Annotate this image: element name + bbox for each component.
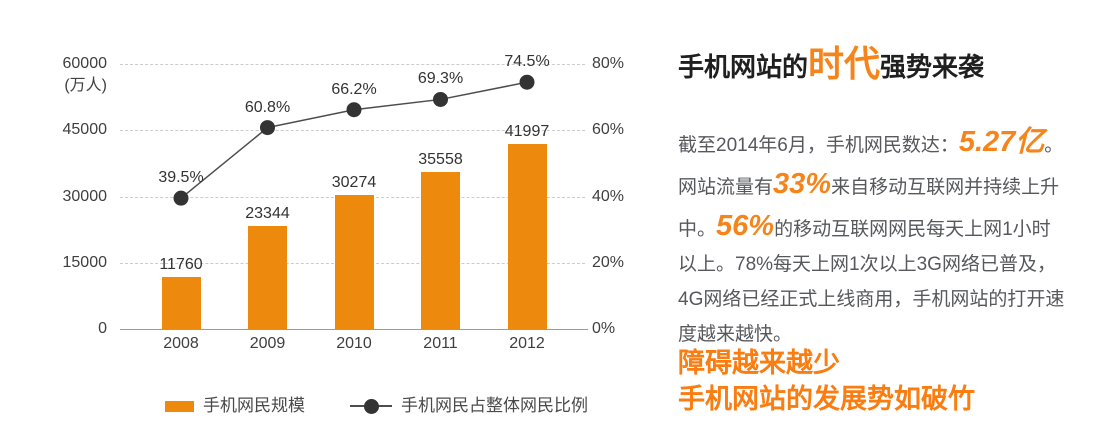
data-point-marker — [346, 102, 362, 118]
x-axis-category-label: 2009 — [249, 335, 286, 352]
paragraph-text: 的移动互联网网民每天上网1小时以上。78%每天上网1次以上3G网络已普及，4G网… — [678, 219, 1065, 345]
left-axis-tick-label: 45000 — [62, 121, 108, 139]
line-value-label: 74.5% — [504, 53, 550, 71]
text-panel: 手机网站的时代强势来袭 截至2014年6月，手机网民数达：5.27亿。网站流量有… — [678, 0, 1080, 430]
paragraph-text: 来自移动互联网并持续上升中。 — [678, 177, 1060, 240]
legend-label: 手机网民占整体网民比例 — [401, 396, 588, 415]
bar-2011 — [421, 171, 460, 329]
paragraph-text: 。网站流量有 — [678, 135, 1064, 198]
headline-highlight: 时代 — [808, 43, 881, 84]
bar-value-label: 35558 — [418, 150, 463, 168]
highlight-number: 33% — [773, 168, 832, 200]
right-axis-tick-label: 0% — [592, 320, 616, 337]
data-point-marker — [433, 91, 448, 107]
gridline — [120, 130, 585, 132]
x-axis-category-label: 2012 — [509, 335, 545, 352]
line-value-label: 60.8% — [244, 98, 291, 116]
x-axis-category-label: 2010 — [336, 335, 372, 352]
legend-label: 手机网民规模 — [203, 396, 305, 415]
highlight-number: 56% — [716, 210, 775, 242]
tagline: 障碍越来越少 手机网站的发展势如破竹 — [678, 345, 1098, 417]
line-value-label: 39.5% — [158, 169, 204, 187]
left-axis-unit-label: (万人) — [64, 77, 107, 94]
bar-value-label: 41997 — [504, 122, 550, 140]
line-value-label: 69.3% — [417, 70, 464, 88]
mobile-netizen-chart: 0 15000 30000 45000 60000 (万人) 0% 20% 40% 60% 80% 1… — [0, 53, 645, 417]
tagline-line-2: 手机网站的发展势如破竹 — [678, 384, 975, 414]
data-point-marker — [173, 190, 189, 206]
bar-series-swatch — [165, 400, 194, 412]
bar-value-label: 30274 — [331, 174, 377, 192]
left-axis-tick-label: 15000 — [62, 253, 108, 271]
line-series-dot-icon — [363, 398, 379, 414]
headline-prefix: 手机网站的 — [678, 52, 809, 82]
data-point-marker — [519, 74, 535, 90]
line-series-marker — [350, 398, 392, 414]
bar-2012 — [507, 143, 547, 329]
paragraph-text: 截至2014年6月，手机网民数达： — [678, 135, 959, 156]
highlight-number: 5.27亿 — [958, 126, 1045, 158]
tagline-line-1: 障碍越来越少 — [678, 348, 840, 378]
line-series — [173, 74, 535, 206]
bar-value-label: 23344 — [245, 204, 290, 222]
right-axis-tick-label: 20% — [592, 253, 625, 271]
chart-legend: 手机网民规模 手机网民占整体网民比例 — [0, 395, 645, 417]
x-axis-category-label: 2011 — [423, 335, 458, 352]
bar-2009 — [248, 225, 287, 329]
bar-2010 — [334, 195, 374, 329]
bar-value-label: 11760 — [159, 256, 203, 274]
legend-item-line-series: 手机网民占整体网民比例 — [350, 395, 588, 417]
right-axis-tick-label: 40% — [592, 187, 625, 205]
gridline — [120, 64, 585, 65]
left-axis-tick-label: 60000 — [62, 55, 108, 72]
left-axis-tick-label: 0 — [98, 320, 107, 337]
data-point-marker — [260, 120, 275, 136]
bar-2008 — [161, 277, 201, 329]
left-axis-tick-label: 30000 — [62, 187, 108, 205]
right-axis-tick-label: 60% — [592, 121, 625, 139]
line-value-label: 66.2% — [331, 80, 377, 98]
headline: 手机网站的时代强势来袭 — [678, 42, 1080, 89]
x-axis-category-label: 2008 — [163, 335, 199, 352]
right-axis-tick-label: 80% — [592, 55, 625, 72]
x-axis-line — [120, 329, 588, 330]
body-paragraph: 截至2014年6月，手机网民数达：5.27亿。网站流量有33%来自移动互联网并持… — [678, 121, 1066, 352]
legend-item-bar-series: 手机网民规模 — [165, 395, 305, 417]
headline-suffix: 强势来袭 — [880, 52, 985, 82]
